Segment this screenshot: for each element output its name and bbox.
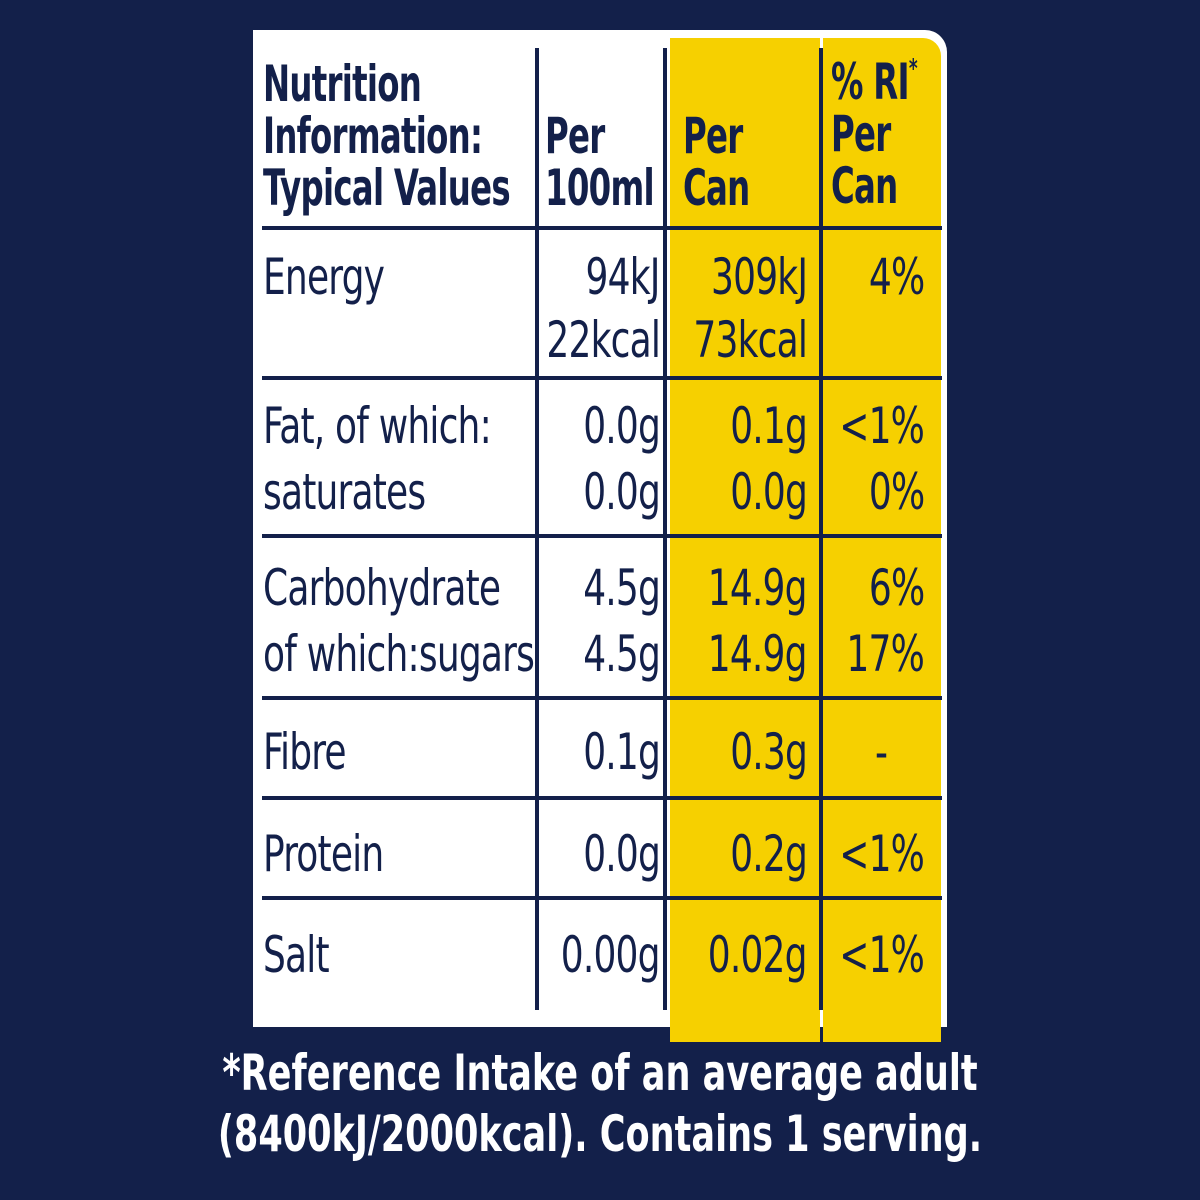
protein-per100: 0.0g (583, 825, 661, 883)
ri-highlight (823, 38, 941, 1042)
row-label-protein: Protein (263, 825, 384, 883)
footnote-line-1: *Reference Intake of an average adult (222, 1044, 978, 1102)
protein-percan: 0.2g (730, 825, 808, 883)
fat-ri: <1% (839, 397, 925, 455)
per-can-highlight (670, 38, 820, 1042)
header-ri-per-can: % RI* Per Can (831, 53, 918, 215)
protein-ri: <1% (839, 825, 925, 883)
energy-percan-kcal: 73kcal (693, 311, 807, 369)
row-label-salt: Salt (263, 926, 330, 984)
divider-col-3 (819, 48, 823, 1010)
fat-percan: 0.1g (730, 397, 808, 455)
salt-percan: 0.02g (708, 926, 808, 984)
row-label-energy: Energy (263, 248, 385, 306)
divider-col-1 (535, 48, 539, 1010)
divider-row-protein (262, 896, 942, 900)
table-title: Nutrition Information: Typical Values (263, 55, 511, 217)
saturates-per100: 0.0g (583, 463, 661, 521)
carbohydrate-ri: 6% (868, 559, 925, 617)
sugars-ri: 17% (846, 625, 924, 683)
fibre-percan: 0.3g (730, 723, 808, 781)
row-label-carbohydrate: Carbohydrate (263, 559, 501, 617)
energy-per100-kcal: 22kcal (546, 311, 660, 369)
divider-col-2 (663, 48, 667, 1010)
energy-percan-kj: 309kJ (710, 248, 808, 306)
header-per-can: Per Can (683, 107, 750, 217)
sugars-percan: 14.9g (708, 625, 808, 683)
energy-per100-kj: 94kJ (585, 248, 661, 306)
sugars-per100: 4.5g (583, 625, 661, 683)
salt-ri: <1% (839, 926, 925, 984)
fat-per100: 0.0g (583, 397, 661, 455)
carbohydrate-percan: 14.9g (708, 559, 808, 617)
header-per-100ml: Per 100ml (545, 107, 655, 217)
divider-row-energy (262, 376, 942, 380)
saturates-ri: 0% (868, 463, 925, 521)
divider-row-fat (262, 534, 942, 538)
row-label-sugars: of which:sugars (263, 625, 535, 683)
divider-row-header (262, 226, 942, 230)
carbohydrate-per100: 4.5g (583, 559, 661, 617)
divider-row-fibre (262, 796, 942, 800)
footnote-line-2: (8400kJ/2000kcal). Contains 1 serving. (217, 1105, 983, 1163)
salt-per100: 0.00g (561, 926, 661, 984)
row-label-fibre: Fibre (263, 723, 347, 781)
row-label-fat: Fat, of which: (263, 397, 492, 455)
row-label-saturates: saturates (263, 463, 426, 521)
energy-ri: 4% (868, 248, 925, 306)
fibre-ri: - (874, 723, 888, 781)
saturates-percan: 0.0g (730, 463, 808, 521)
fibre-per100: 0.1g (583, 723, 661, 781)
divider-row-carbohydrate (262, 696, 942, 700)
